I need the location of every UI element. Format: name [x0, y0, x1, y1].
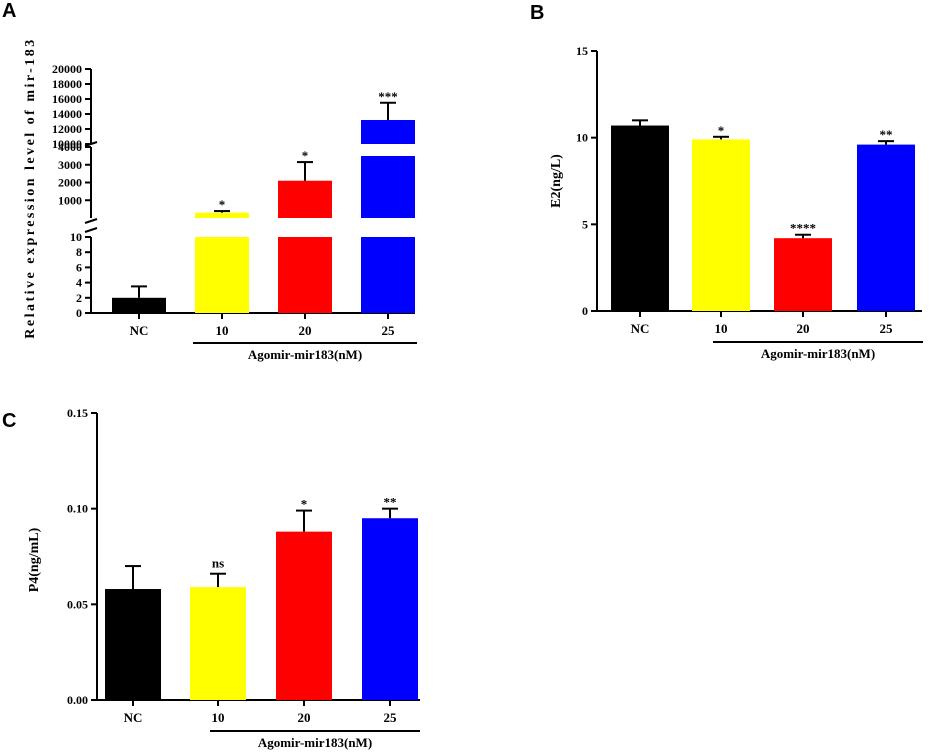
y-tick-label: 8	[76, 245, 82, 259]
bar-25	[362, 518, 418, 700]
x-category-label: 10	[216, 323, 229, 338]
significance-mark: *	[219, 197, 226, 212]
bar-25-middle	[361, 156, 415, 218]
y-tick-label: 20000	[52, 62, 82, 76]
significance-mark: *	[302, 148, 309, 163]
x-category-label: 25	[382, 323, 396, 338]
group-label: Agomir-mir183(nM)	[761, 346, 875, 361]
y-axis-title: Relative expression level of mir-183	[23, 37, 38, 339]
y-tick-label: 15	[576, 44, 588, 58]
y-tick-label: 0.05	[67, 597, 88, 611]
y-tick-label: 10	[576, 131, 588, 145]
group-label: Agomir-mir183(nM)	[248, 347, 362, 362]
significance-mark: *	[718, 123, 725, 138]
group-label: Agomir-mir183(nM)	[258, 735, 372, 750]
significance-mark: ****	[790, 221, 816, 236]
significance-mark: *	[301, 497, 308, 512]
y-tick-label: 0	[582, 304, 588, 318]
y-tick-label: 3000	[58, 158, 82, 172]
y-tick-label: 10000	[52, 137, 82, 151]
y-tick-label: 0.00	[67, 693, 88, 707]
bar-20	[276, 531, 332, 700]
bar-10-lower	[195, 237, 249, 313]
y-tick-label: 5	[582, 217, 588, 231]
y-tick-label: 0.15	[67, 406, 88, 420]
significance-mark: ***	[378, 89, 398, 104]
y-tick-label: 0	[76, 306, 82, 320]
bar-20-lower	[278, 237, 332, 313]
y-tick-label: 16000	[52, 92, 82, 106]
x-category-label: 20	[298, 710, 311, 725]
panel-label-c: C	[2, 410, 16, 432]
x-category-label: 10	[715, 321, 728, 336]
y-tick-label: 2	[76, 291, 82, 305]
y-tick-label: 6	[76, 260, 82, 274]
x-category-label: NC	[124, 710, 143, 725]
x-category-label: NC	[130, 323, 149, 338]
bar-25-lower	[361, 237, 415, 313]
y-tick-label: 2000	[58, 176, 82, 190]
x-category-label: NC	[631, 321, 650, 336]
bar-NC	[105, 589, 161, 700]
x-category-label: 10	[212, 710, 225, 725]
y-tick-label: 4000	[58, 140, 82, 154]
axis-break-mark	[84, 218, 98, 224]
x-category-label: 25	[880, 321, 894, 336]
panel-b-chart: 0 5 10 15 E2(ng/L) NC * 10 **** 20 ** 25 Agomir-mir1…	[549, 44, 923, 361]
axis-break-mark	[84, 227, 98, 233]
significance-mark: ns	[212, 556, 224, 571]
y-axis-title: P4(ng/mL)	[27, 527, 42, 592]
bar-10	[190, 587, 246, 700]
y-tick-label: 4	[76, 276, 82, 290]
panel-label-a: A	[2, 0, 16, 22]
y-tick-label: 18000	[52, 77, 82, 91]
panel-label-b: B	[530, 2, 544, 24]
x-category-label: 20	[299, 323, 312, 338]
y-tick-label: 12000	[52, 122, 82, 136]
y-axis-title: E2(ng/L)	[549, 154, 564, 208]
bar-25-upper	[361, 120, 415, 144]
bar-25	[857, 144, 915, 311]
y-tick-label: 10	[70, 230, 82, 244]
x-category-label: 20	[797, 321, 810, 336]
bar-20-middle	[278, 180, 332, 218]
bar-NC	[611, 125, 669, 312]
bar-10-middle	[195, 212, 249, 218]
x-category-label: 25	[384, 710, 398, 725]
significance-mark: **	[880, 127, 893, 142]
panel-a-chart: 0246810100020003000400010000120001400016…	[23, 37, 417, 362]
bar-10	[692, 139, 750, 311]
y-tick-label: 1000	[58, 193, 82, 207]
y-tick-label: 14000	[52, 107, 82, 121]
bar-20	[774, 238, 832, 311]
y-tick-label: 0.10	[67, 502, 88, 516]
significance-mark: **	[384, 495, 397, 510]
bar-NC	[112, 297, 166, 313]
panel-c-chart: 0.00 0.05 0.10 0.15 P4(ng/mL) NC ns 10 * 20 ** 25 Ag…	[27, 406, 420, 750]
